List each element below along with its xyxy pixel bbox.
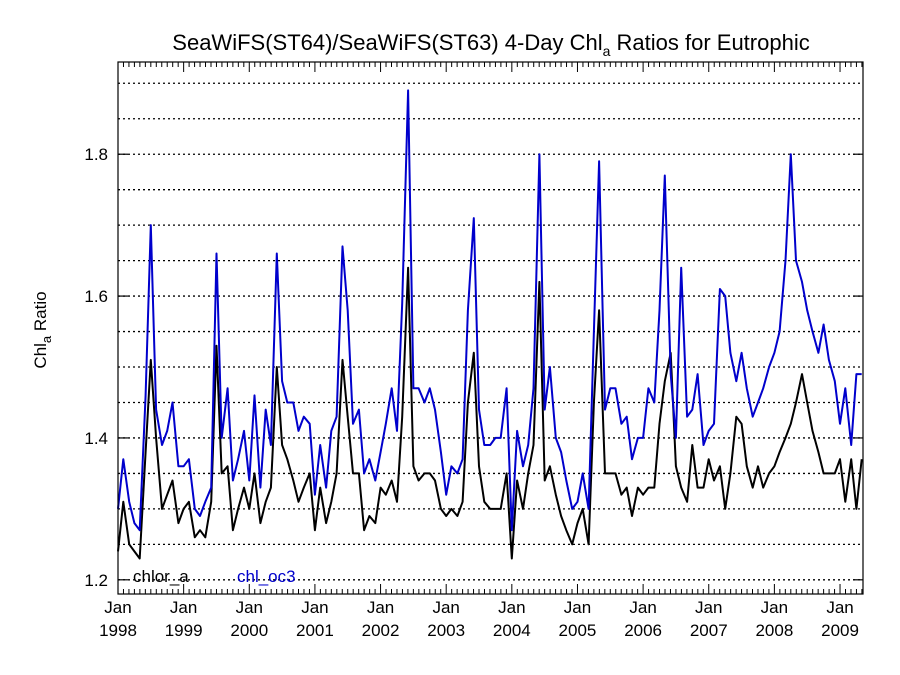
x-tick-label-month: Jan xyxy=(695,598,722,617)
series-layer xyxy=(117,89,863,560)
series-line-chl-oc3 xyxy=(117,89,862,532)
x-tick-label-month: Jan xyxy=(170,598,197,617)
x-tick-label-month: Jan xyxy=(236,598,263,617)
x-tick-label-year: 2004 xyxy=(493,621,531,640)
series-line-chlor-a xyxy=(117,266,863,560)
x-axis: Jan 1998 Jan 1999 Jan 2000 Jan 2001 Jan 2002 Jan 20… xyxy=(99,62,863,640)
x-tick-label-year: 2008 xyxy=(755,621,793,640)
x-tick-label-year: 1999 xyxy=(165,621,203,640)
x-tick-label-year: 2002 xyxy=(362,621,400,640)
legend-chlor-a: chlor_a xyxy=(133,567,189,586)
y-tick-label: 1.4 xyxy=(84,429,108,448)
x-tick-label-year: 2009 xyxy=(821,621,859,640)
y-tick-label: 1.2 xyxy=(84,571,108,590)
x-tick-label-year: 2006 xyxy=(624,621,662,640)
y-tick-label: 1.6 xyxy=(84,287,108,306)
x-tick-label-month: Jan xyxy=(826,598,853,617)
x-tick-label-month: Jan xyxy=(629,598,656,617)
x-tick-label-month: Jan xyxy=(367,598,394,617)
chart-title: SeaWiFS(ST64)/SeaWiFS(ST63) 4-Day Chla R… xyxy=(172,30,809,59)
x-tick-label-year: 2000 xyxy=(230,621,268,640)
x-tick-label-month: Jan xyxy=(498,598,525,617)
x-tick-label-year: 2005 xyxy=(559,621,597,640)
x-tick-label-month: Jan xyxy=(564,598,591,617)
x-tick-label-month: Jan xyxy=(301,598,328,617)
y-tick-label: 1.8 xyxy=(84,145,108,164)
x-tick-label-month: Jan xyxy=(761,598,788,617)
legend-chl-oc3: chl_oc3 xyxy=(237,567,296,586)
y-axis-label: Chla Ratio xyxy=(31,291,54,368)
x-tick-label-year: 2001 xyxy=(296,621,334,640)
x-tick-label-year: 2003 xyxy=(427,621,465,640)
x-tick-label-month: Jan xyxy=(104,598,131,617)
plot-frame xyxy=(117,61,864,595)
y-axis: 1.2 1.4 1.6 1.8 xyxy=(84,145,863,590)
x-tick-label-month: Jan xyxy=(432,598,459,617)
x-tick-label-year: 1998 xyxy=(99,621,137,640)
x-tick-label-year: 2007 xyxy=(690,621,728,640)
gridlines xyxy=(118,82,863,581)
